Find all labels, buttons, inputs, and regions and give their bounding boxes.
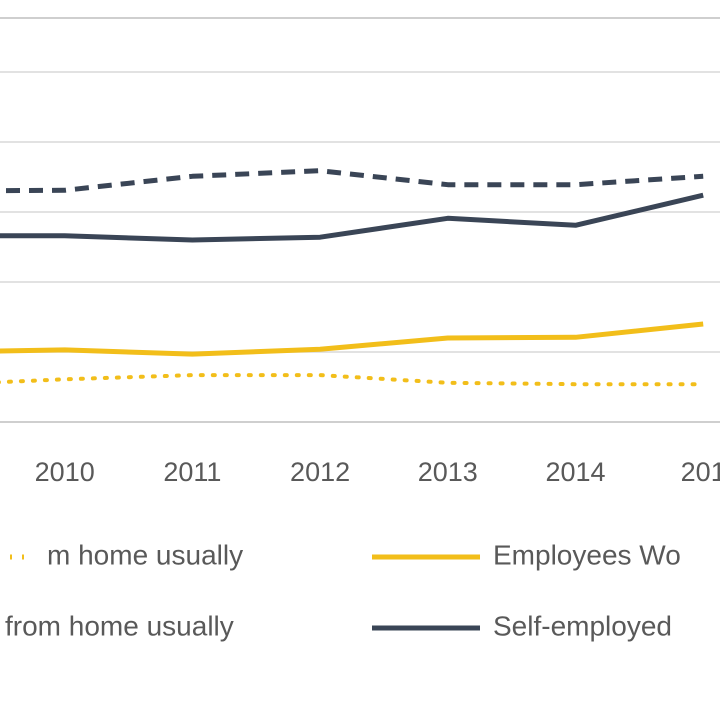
x-tick-label: 2011 xyxy=(163,457,221,487)
x-tick-label: 2010 xyxy=(35,457,95,487)
x-tick-label: 2012 xyxy=(290,457,350,487)
series-line xyxy=(0,373,706,387)
legend-label: m home usually xyxy=(47,539,243,570)
legend-label: Employees Wo xyxy=(493,539,681,570)
x-tick-label: 201 xyxy=(681,457,720,487)
series-line xyxy=(0,168,704,194)
legend-label: Self-employed xyxy=(493,610,672,641)
x-tick-label: 2014 xyxy=(545,457,605,487)
legend-label: from home usually xyxy=(5,610,234,641)
series-line xyxy=(0,321,704,357)
series-line xyxy=(0,192,704,243)
x-tick-label: 2013 xyxy=(418,457,478,487)
